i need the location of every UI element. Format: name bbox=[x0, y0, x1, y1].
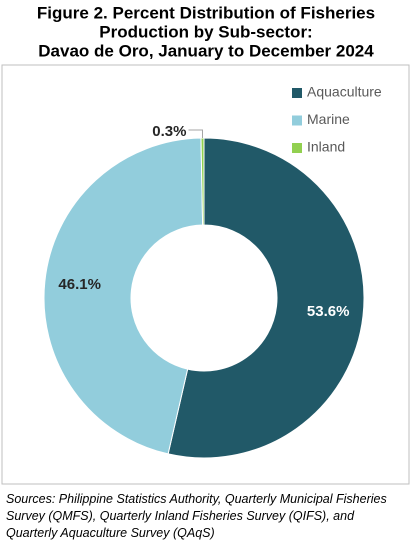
legend-swatch bbox=[292, 143, 302, 153]
data-label: 46.1% bbox=[58, 276, 101, 293]
donut-segment bbox=[43, 137, 204, 455]
legend-label: Aquaculture bbox=[307, 84, 382, 100]
donut-segment bbox=[167, 137, 365, 459]
source-note: Sources: Philippine Statistics Authority… bbox=[6, 492, 387, 540]
chart-title: Production by Sub-sector: bbox=[99, 22, 312, 41]
legend-swatch bbox=[292, 115, 302, 126]
chart-title: Figure 2. Percent Distribution of Fisher… bbox=[37, 3, 375, 22]
data-label: 53.6% bbox=[307, 303, 350, 320]
chart: Figure 2. Percent Distribution of Fisher… bbox=[1, 3, 410, 485]
leader-line bbox=[188, 129, 203, 139]
chart-title: Davao de Oro, January to December 2024 bbox=[38, 41, 374, 60]
donut-segment bbox=[200, 137, 205, 226]
legend-swatch bbox=[292, 88, 302, 98]
legend-label: Marine bbox=[307, 111, 350, 127]
legend-label: Inland bbox=[307, 139, 345, 155]
data-label: 0.3% bbox=[152, 123, 186, 140]
